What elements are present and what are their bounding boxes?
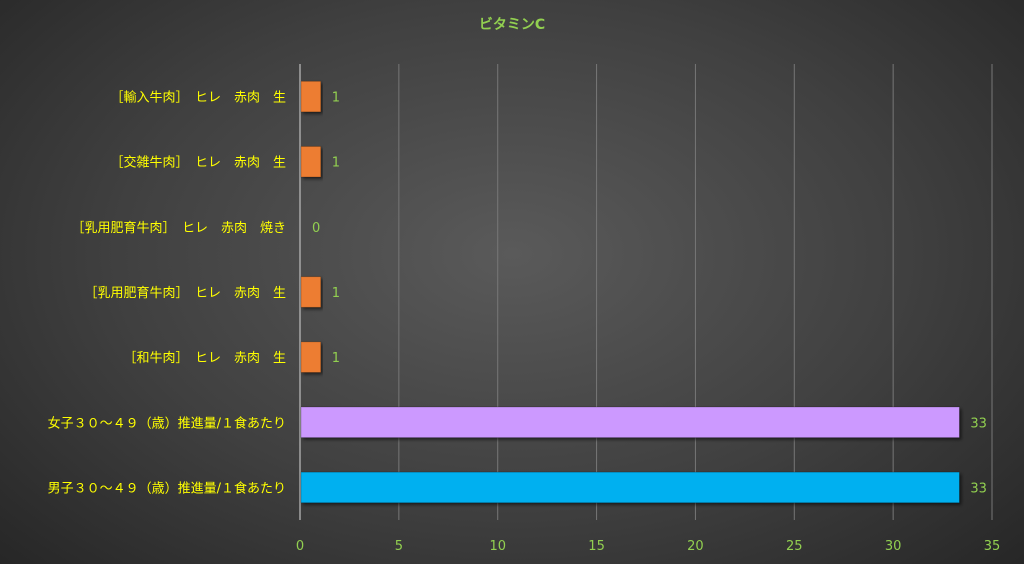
- x-tick-label-20: 20: [687, 539, 704, 554]
- x-tick-label-10: 10: [489, 539, 506, 554]
- x-tick-label-15: 15: [588, 539, 605, 554]
- category-label: ［交雑牛肉］ ヒレ 赤肉 生: [110, 155, 286, 171]
- bar: [300, 80, 322, 113]
- data-label: 1: [332, 91, 340, 106]
- data-label: 1: [332, 286, 340, 301]
- category-label: ［和牛肉］ ヒレ 赤肉 生: [123, 351, 286, 366]
- data-label: 0: [312, 221, 320, 236]
- data-label: 1: [332, 156, 340, 171]
- x-tick-label-30: 30: [885, 539, 902, 554]
- category-label: 男子３０～４９（歳）推進量/１食あたり: [48, 480, 286, 496]
- bar: [300, 341, 322, 373]
- x-tick-label-5: 5: [395, 539, 403, 554]
- chart-title: ビタミンC: [478, 17, 546, 33]
- x-tick-label-35: 35: [984, 539, 1001, 554]
- category-label: ［輸入牛肉］ ヒレ 赤肉 生: [110, 91, 286, 106]
- category-label: ［乳用肥育牛肉］ ヒレ 赤肉 生: [84, 285, 286, 301]
- data-label: 33: [970, 481, 987, 496]
- category-label: ［乳用肥育牛肉］ ヒレ 赤肉 焼き: [71, 220, 286, 236]
- bar: [300, 471, 960, 504]
- bar: [300, 146, 322, 178]
- bar: [300, 406, 960, 438]
- data-label: 1: [332, 351, 340, 366]
- data-label: 33: [970, 416, 987, 431]
- x-tick-label-25: 25: [786, 539, 803, 554]
- category-label: 女子３０～４９（歳）推進量/１食あたり: [48, 415, 286, 431]
- bar: [300, 276, 322, 308]
- x-tick-label-0: 0: [296, 539, 304, 554]
